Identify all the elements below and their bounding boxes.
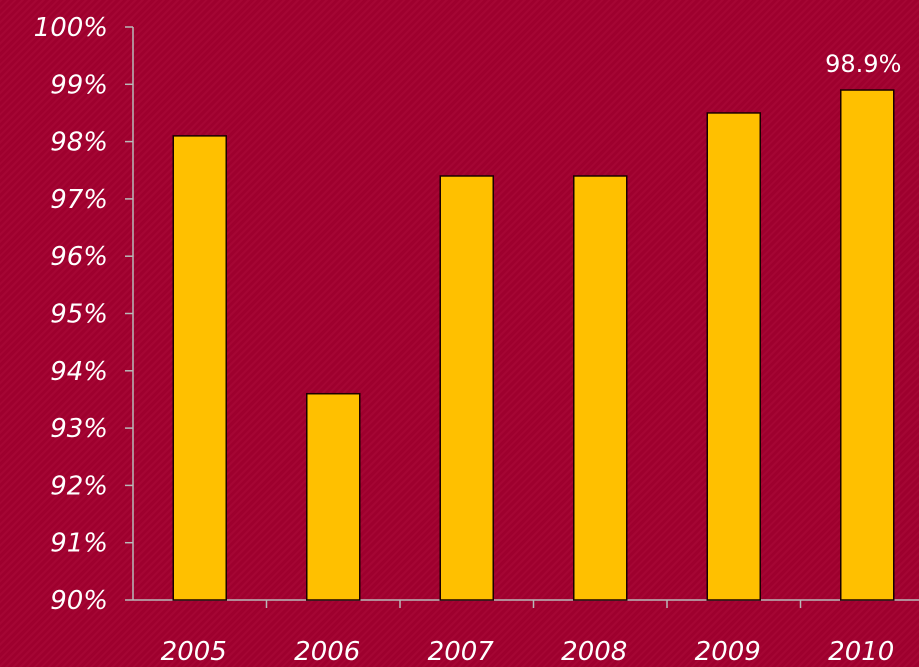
chart-axes — [125, 26, 919, 608]
y-tick-label: 93% — [50, 414, 108, 444]
chart-labels: 90% 91% 92% 93% 94% 95% 96% 97% 98% 99% 100% 2005 20… — [34, 13, 902, 667]
y-tick-label: 96% — [50, 242, 108, 272]
bar-2005 — [172, 135, 227, 601]
x-tick-label: 2006 — [294, 637, 360, 667]
x-tick-label: 2009 — [695, 637, 761, 667]
x-tick-label: 2007 — [428, 637, 495, 667]
y-tick-label: 94% — [50, 357, 108, 387]
x-tick-label: 2010 — [828, 637, 894, 667]
chart-bars — [172, 89, 895, 601]
y-tick-label: 98% — [50, 128, 108, 158]
x-tick-label: 2008 — [561, 637, 627, 667]
y-tick-label: 97% — [50, 185, 108, 215]
bar-2010 — [840, 89, 895, 601]
data-label-2010: 98.9% — [825, 50, 901, 78]
bar-2009 — [706, 112, 761, 601]
bar-2007 — [439, 175, 494, 601]
y-tick-label: 95% — [50, 300, 108, 330]
y-tick-label: 90% — [50, 586, 108, 616]
y-tick-label: 92% — [50, 471, 108, 501]
y-tick-label: 100% — [34, 13, 108, 43]
bar-2006 — [306, 392, 361, 601]
bar-2008 — [573, 175, 628, 601]
y-tick-label: 99% — [50, 70, 108, 100]
x-tick-label: 2005 — [161, 637, 227, 667]
y-tick-label: 91% — [50, 529, 108, 559]
